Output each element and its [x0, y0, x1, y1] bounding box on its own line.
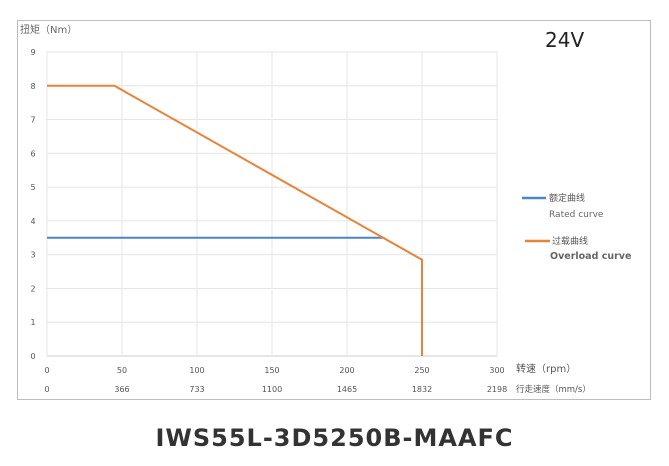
overload-curve-line: [47, 84, 423, 356]
x-tick-label: 150: [264, 366, 279, 375]
x-tick-label: 0: [44, 366, 49, 375]
y-tick-label: 4: [30, 217, 35, 226]
x2-axis-label: 行走速度（mm/s）: [516, 384, 591, 395]
model-name: IWS55L-3D5250B-MAAFC: [155, 424, 514, 452]
x-tick-label: 50: [117, 366, 127, 375]
x2-tick-label: 0: [44, 385, 49, 394]
legend-overload-cn: 过载曲线: [552, 235, 588, 247]
y-tick-label: 0: [30, 352, 35, 361]
y-tick-label: 2: [30, 284, 35, 293]
x-tick-label: 100: [189, 366, 204, 375]
chart-frame: [17, 20, 651, 400]
x-tick-label: 300: [489, 366, 504, 375]
y-axis-label: 扭矩（Nm）: [20, 23, 77, 36]
y-tick-label: 3: [30, 251, 35, 260]
x2-tick-label: 1832: [412, 385, 432, 394]
y-tick-label: 8: [30, 82, 35, 91]
y-tick-label: 6: [30, 149, 35, 158]
legend: 额定曲线 Rated curve 过载曲线 Overload curve: [522, 192, 631, 262]
x2-tick-label: 1465: [337, 385, 357, 394]
legend-overload-en: Overload curve: [550, 251, 631, 262]
x2-tick-label: 733: [189, 385, 204, 394]
x2-tick-label: 366: [114, 385, 129, 394]
x2-tick-label: 2198: [487, 385, 507, 394]
x-axis-label: 转速（rpm）: [516, 362, 576, 375]
y-tick-label: 1: [30, 318, 35, 327]
legend-rated-cn: 额定曲线: [549, 192, 585, 204]
x-tick-label: 200: [339, 366, 354, 375]
voltage-label: 24V: [545, 28, 584, 52]
x2-tick-label: 1100: [262, 385, 282, 394]
y-tick-label: 5: [30, 183, 35, 192]
x-tick-label: 250: [414, 366, 429, 375]
y-tick-label: 7: [30, 116, 35, 125]
legend-rated-en: Rated curve: [549, 210, 604, 220]
y-tick-label: 9: [30, 48, 35, 57]
